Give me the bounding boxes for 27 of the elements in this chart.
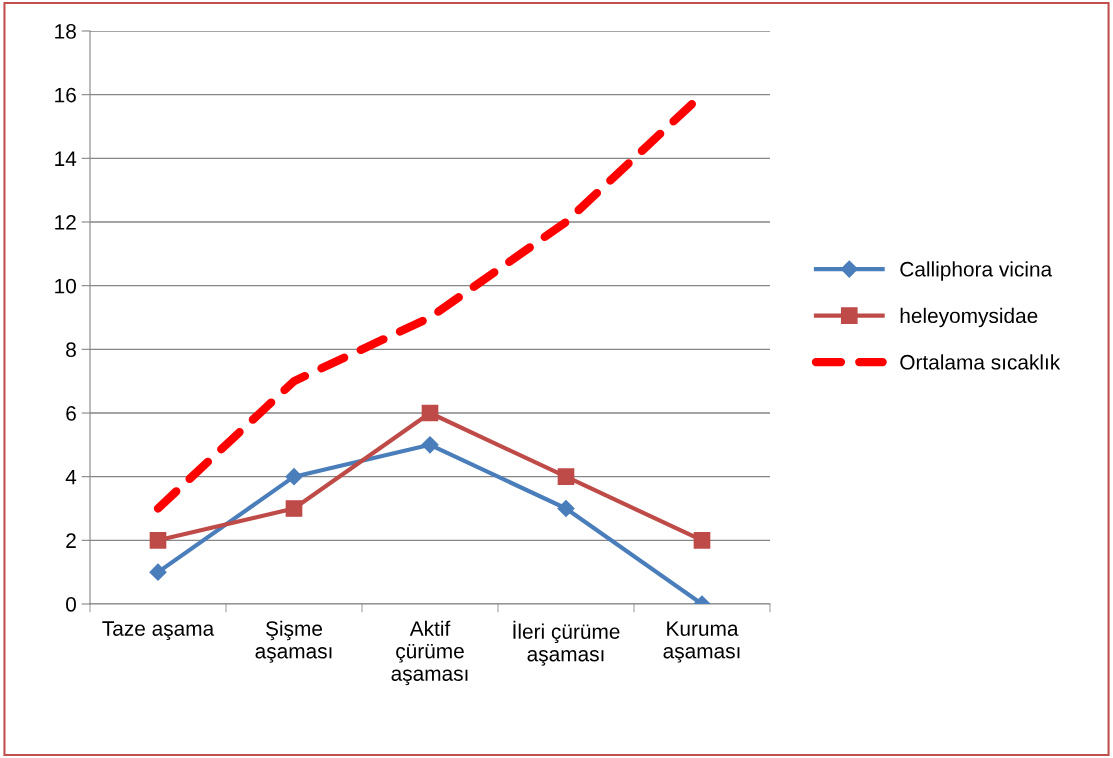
x-tick-label: İleri çürüme aşaması — [513, 620, 620, 666]
y-tick-label: 4 — [65, 469, 77, 485]
point — [557, 468, 575, 486]
y-tick-label: 2 — [66, 533, 76, 548]
x-tick-label: Şişme aşaması — [255, 620, 332, 663]
y-tick-label: 10 — [55, 278, 76, 294]
point — [149, 531, 167, 549]
y-tick-label: 12 — [55, 215, 76, 230]
legend-label: Ortalama sıcaklık — [900, 354, 1061, 370]
y-tick-label: 14 — [55, 151, 77, 166]
x-tick-label: Aktif çürüme aşaması — [391, 620, 468, 686]
point — [149, 563, 167, 581]
point — [285, 500, 303, 517]
y-tick-label: 0 — [66, 597, 76, 612]
x-tick-label: Kuruma aşaması — [663, 621, 740, 663]
x-tick-label: Taze aşama — [102, 621, 215, 641]
y-tick-label: 8 — [66, 342, 76, 358]
y-tick-label: 18 — [55, 24, 76, 39]
point — [285, 468, 303, 486]
legend-label: Calliphora vicina — [900, 261, 1053, 281]
point — [693, 531, 711, 549]
y-tick-label: 16 — [55, 87, 76, 103]
legend-label: heleyomysidae — [900, 307, 1038, 328]
point — [557, 499, 575, 518]
y-tick-label: 6 — [66, 406, 76, 421]
point — [421, 404, 439, 422]
point — [421, 436, 439, 454]
